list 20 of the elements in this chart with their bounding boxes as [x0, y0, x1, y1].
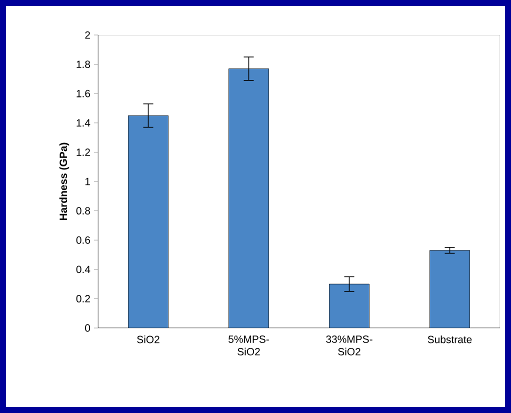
- y-tick-label: 1.2: [76, 148, 90, 156]
- bar: [128, 115, 168, 328]
- y-tick-label: 1: [85, 178, 90, 186]
- x-tick-label: SiO2: [137, 336, 160, 344]
- y-tick-label: 0.6: [76, 236, 90, 244]
- y-tick-label: 1.6: [76, 90, 90, 98]
- bar: [329, 284, 370, 328]
- x-tick-label: Substrate: [428, 336, 472, 344]
- y-tick-label: 0.4: [76, 266, 90, 274]
- y-tick-label: 1.8: [76, 60, 90, 68]
- bar: [430, 250, 470, 328]
- bar: [228, 68, 269, 328]
- y-axis-title: Hardness (GPa): [59, 142, 70, 220]
- y-tick-label: 0: [85, 324, 90, 332]
- x-tick-label: 5%MPS-SiO2: [228, 336, 269, 356]
- y-tick-label: 1.4: [76, 119, 90, 126]
- y-tick-label: 0.8: [76, 207, 90, 215]
- y-tick-label: 0.2: [76, 295, 90, 302]
- x-tick-label: 33%MPS-SiO2: [326, 336, 372, 356]
- y-tick-label: 2: [85, 31, 90, 39]
